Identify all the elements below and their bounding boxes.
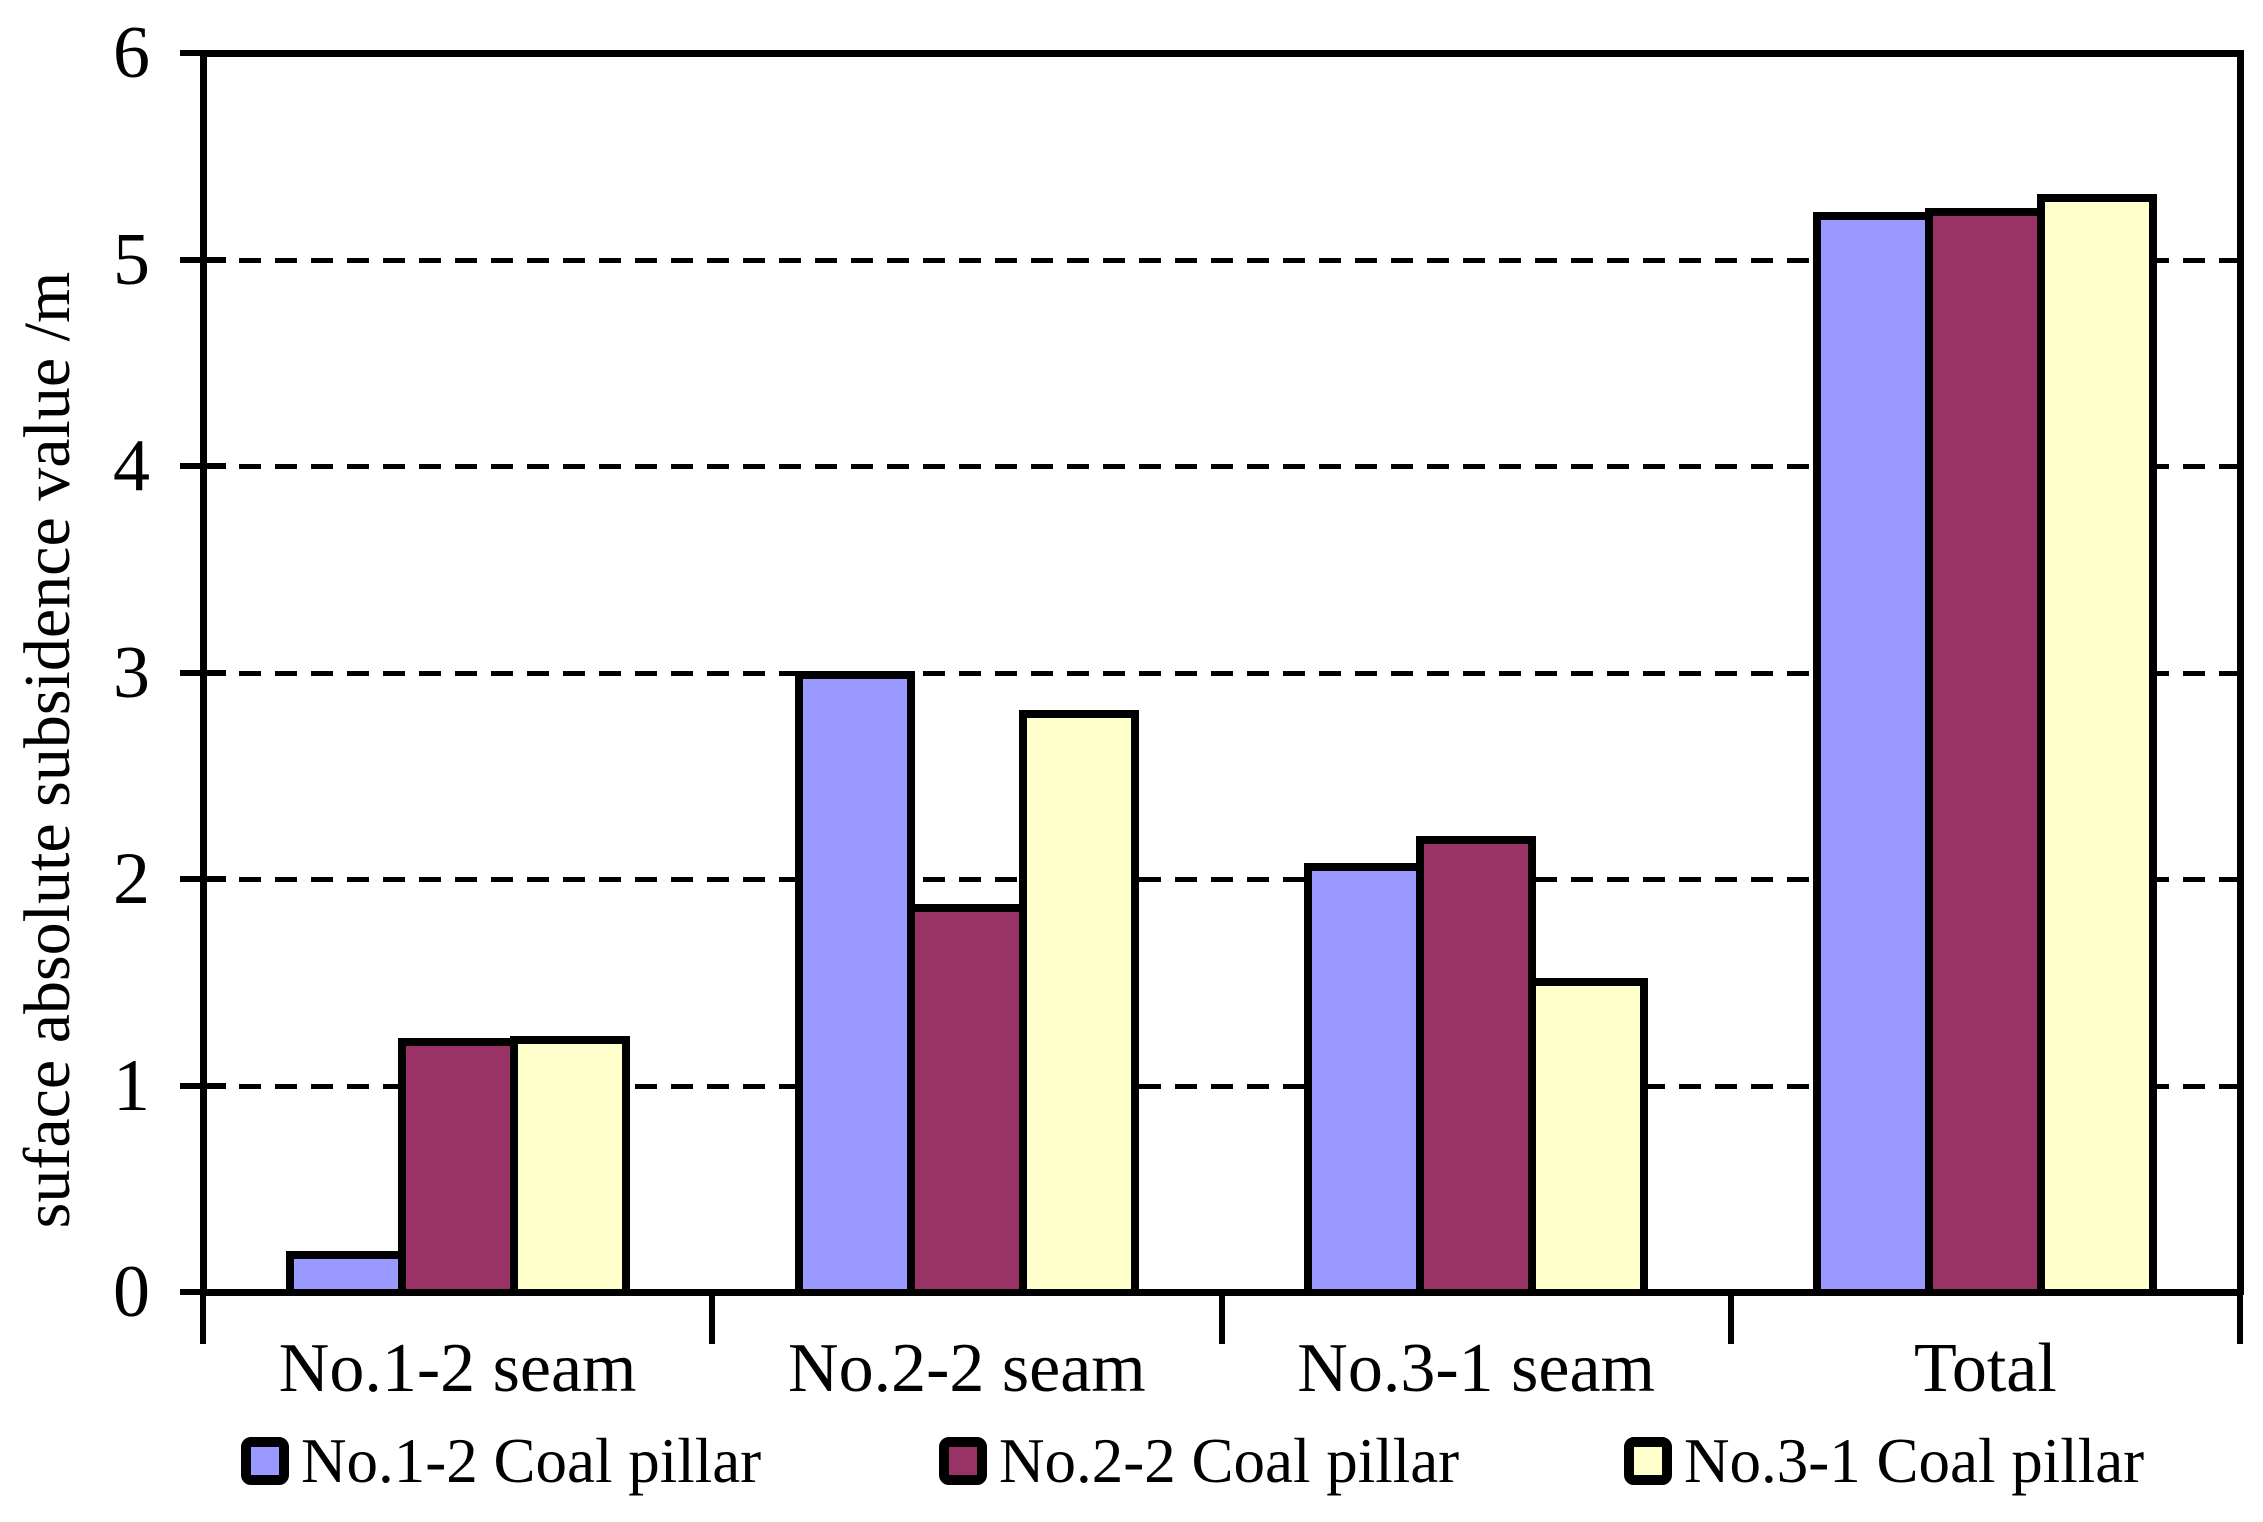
legend-label: No.1-2 Coal pillar [301, 1425, 762, 1496]
bar-no.1-2-coal-pillar-2 [795, 671, 915, 1292]
x-category-label-3: No.3-1 seam [1297, 1330, 1655, 1407]
x-category-label-2: No.2-2 seam [788, 1330, 1146, 1407]
y-tick-2 [180, 876, 226, 882]
bar-no.1-2-coal-pillar-4 [1813, 212, 1933, 1292]
bar-no.2-2-coal-pillar-3 [1416, 836, 1536, 1292]
y-axis-title: suface absolute subsidence value /m [11, 271, 84, 1229]
bar-no.3-1-coal-pillar-4 [2037, 194, 2157, 1292]
x-category-label-4: Total [1913, 1330, 2057, 1407]
bar-no.2-2-coal-pillar-2 [907, 904, 1027, 1292]
y-tick-label-1: 1 [113, 1044, 150, 1127]
gridline-y3 [203, 670, 2240, 676]
bar-no.1-2-coal-pillar-3 [1304, 863, 1424, 1292]
legend-entry-3: No.3-1 Coal pillar [1624, 1425, 2144, 1497]
border-right [2237, 50, 2244, 1295]
y-tick-label-6: 6 [113, 12, 150, 94]
y-tick-label-3: 3 [113, 631, 150, 714]
gridline-y2 [203, 877, 2240, 882]
legend-label: No.3-1 Coal pillar [1684, 1425, 2145, 1496]
y-tick-4 [180, 463, 226, 469]
y-tick-5 [180, 256, 226, 263]
y-tick-6 [180, 50, 226, 56]
x-tick-2 [1218, 1292, 1225, 1344]
legend: No.1-2 Coal pillar No.2-2 Coal pillar No.3… [0, 1425, 2263, 1505]
x-tick-1 [709, 1292, 716, 1344]
y-tick-label-2: 2 [113, 838, 150, 920]
y-tick-1 [180, 1082, 226, 1089]
bar-no.3-1-coal-pillar-1 [510, 1036, 630, 1292]
x-category-label-1: No.1-2 seam [278, 1330, 637, 1407]
bar-no.3-1-coal-pillar-2 [1019, 710, 1139, 1292]
x-tick-4 [2237, 1292, 2243, 1344]
legend-entry-2: No.2-2 Coal pillar [939, 1425, 1459, 1497]
border-top [200, 50, 2243, 57]
bar-no.3-1-coal-pillar-3 [1528, 978, 1648, 1292]
y-tick-3 [180, 669, 226, 676]
gridline-y1 [203, 1083, 2240, 1089]
bar-no.2-2-coal-pillar-4 [1925, 208, 2045, 1292]
legend-entry-1: No.1-2 Coal pillar [241, 1425, 761, 1497]
y-tick-label-5: 5 [113, 218, 150, 301]
legend-swatch-icon [241, 1437, 289, 1485]
gridline-y4 [203, 464, 2240, 469]
legend-swatch-icon [939, 1437, 987, 1485]
y-tick-label-4: 4 [113, 425, 150, 507]
legend-swatch-icon [1624, 1437, 1672, 1485]
bar-no.1-2-coal-pillar-1 [286, 1251, 406, 1292]
x-tick-0 [200, 1292, 206, 1344]
bar-no.2-2-coal-pillar-1 [398, 1038, 518, 1292]
y-tick-label-0: 0 [113, 1251, 150, 1333]
x-tick-3 [1727, 1292, 1734, 1344]
gridline-y5 [203, 257, 2240, 263]
legend-label: No.2-2 Coal pillar [999, 1425, 1460, 1496]
